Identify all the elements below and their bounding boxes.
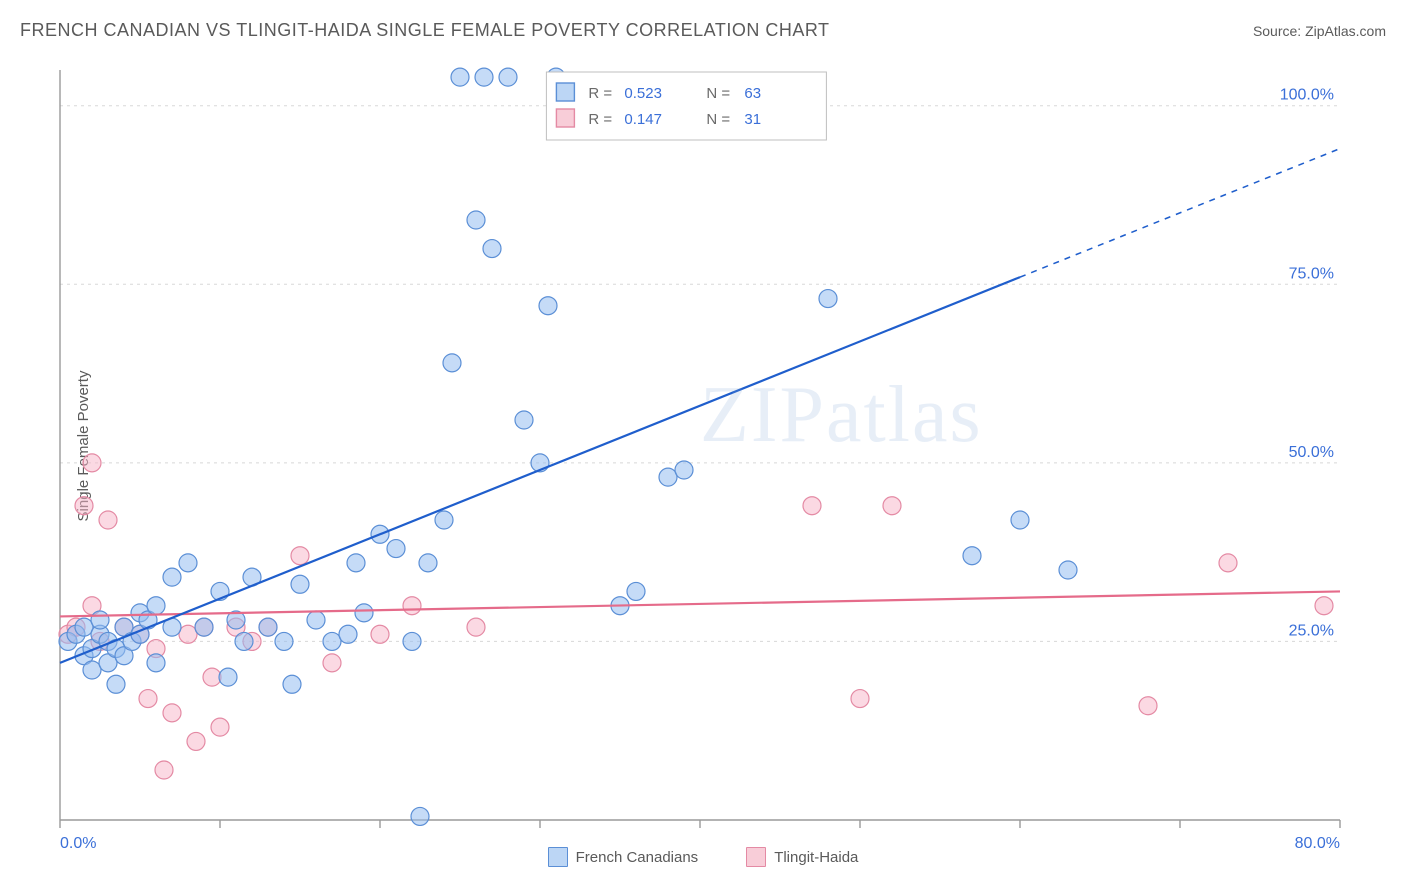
svg-text:N =: N = — [706, 111, 730, 128]
legend-swatch — [746, 847, 766, 867]
chart-title: FRENCH CANADIAN VS TLINGIT-HAIDA SINGLE … — [20, 20, 830, 41]
svg-text:63: 63 — [744, 85, 761, 102]
legend-item: Tlingit-Haida — [746, 847, 858, 867]
svg-text:25.0%: 25.0% — [1289, 622, 1334, 639]
svg-text:R =: R = — [588, 85, 612, 102]
source-attribution: Source: ZipAtlas.com — [1253, 23, 1386, 39]
legend-item: French Canadians — [548, 847, 699, 867]
svg-text:31: 31 — [744, 111, 761, 128]
bottom-legend: French Canadians Tlingit-Haida — [0, 847, 1406, 872]
svg-text:50.0%: 50.0% — [1289, 444, 1334, 461]
legend-label: Tlingit-Haida — [774, 849, 858, 866]
svg-text:R =: R = — [588, 111, 612, 128]
correlation-scatter-plot: 25.0%50.0%75.0%100.0%0.0%80.0%R =0.523N … — [50, 60, 1390, 860]
legend-label: French Canadians — [576, 849, 699, 866]
svg-text:N =: N = — [706, 85, 730, 102]
svg-text:0.147: 0.147 — [624, 111, 662, 128]
legend-swatch — [548, 847, 568, 867]
svg-text:75.0%: 75.0% — [1289, 265, 1334, 282]
svg-text:100.0%: 100.0% — [1280, 87, 1334, 104]
svg-text:0.523: 0.523 — [624, 85, 662, 102]
